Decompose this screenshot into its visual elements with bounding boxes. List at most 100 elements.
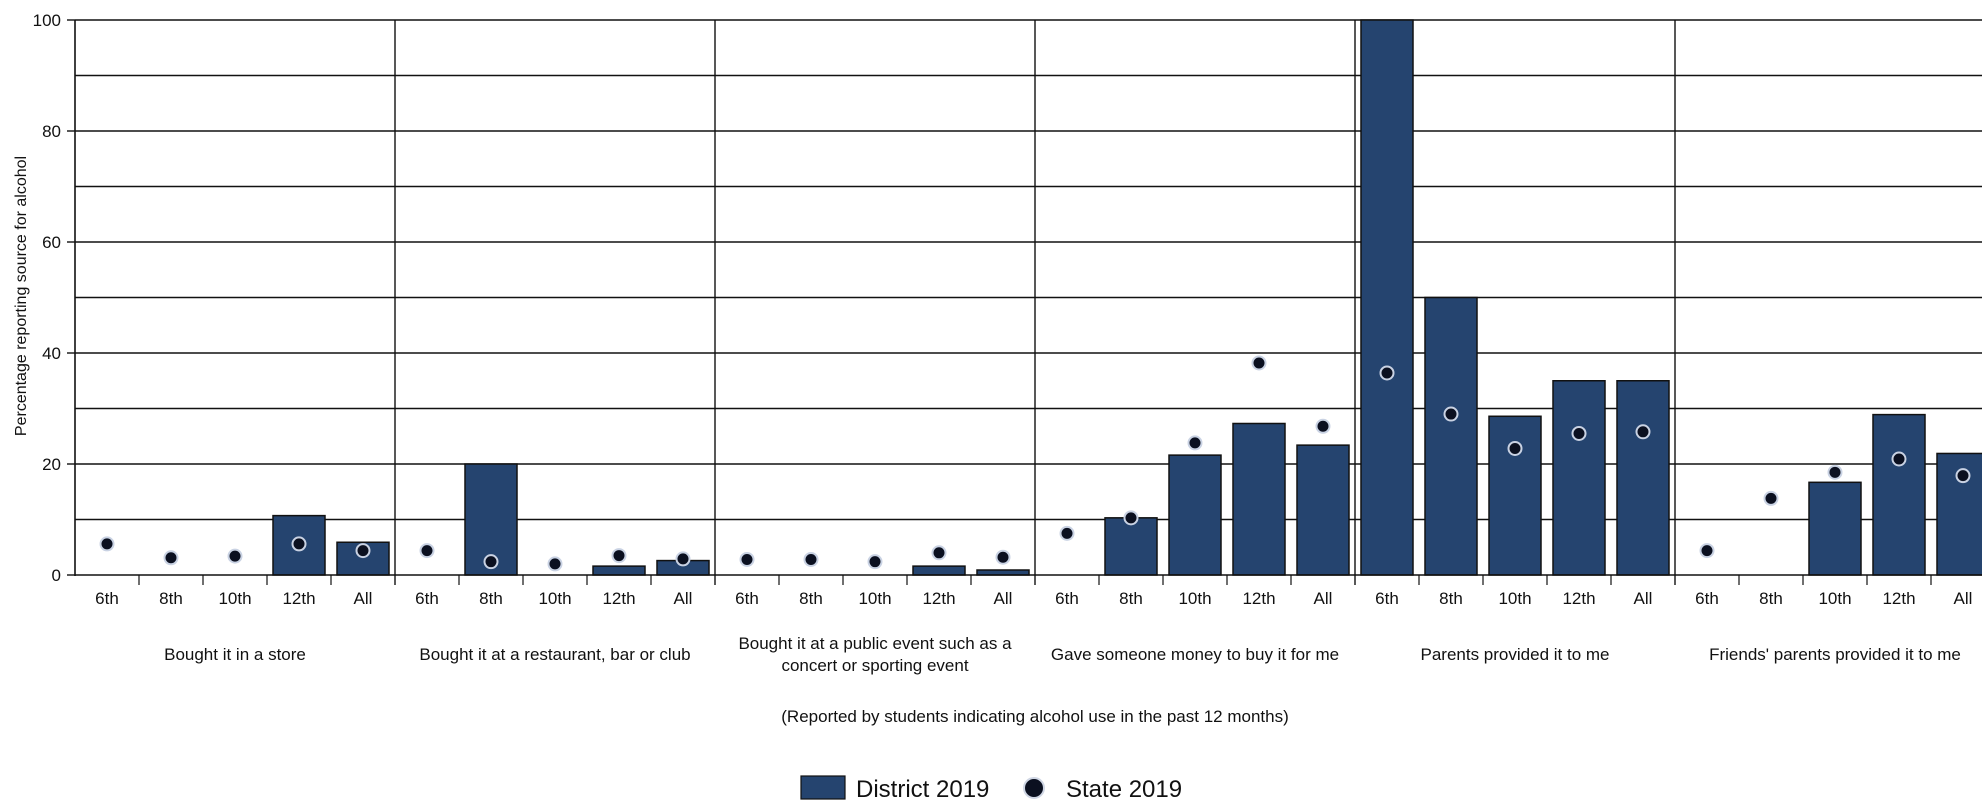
group-label-line: Bought it in a store <box>164 645 306 664</box>
dot-state <box>355 543 371 559</box>
dot-state <box>739 551 755 567</box>
x-tick-label: 12th <box>1882 589 1915 608</box>
x-tick-label: 8th <box>799 589 823 608</box>
bar-layer <box>272 19 1982 576</box>
dot-state <box>1891 451 1907 467</box>
x-tick-label: 6th <box>735 589 759 608</box>
dot-state <box>1699 543 1715 559</box>
dot-state <box>1315 418 1331 434</box>
x-tick-label: All <box>1314 589 1333 608</box>
dot-state <box>675 551 691 567</box>
x-tick-label: 6th <box>1695 589 1719 608</box>
group-label-line: Friends' parents provided it to me <box>1709 645 1961 664</box>
x-tick-label: 6th <box>415 589 439 608</box>
group-label-line: Bought it at a public event such as a <box>738 634 1012 653</box>
y-axis-title: Percentage reporting source for alcohol <box>13 156 30 436</box>
dot-layer <box>99 355 1971 572</box>
bar-district <box>1360 19 1414 576</box>
group-label: Bought it at a public event such as a con… <box>738 634 1012 675</box>
bar-district <box>1488 415 1542 576</box>
dot-state <box>867 554 883 570</box>
dot-state <box>1251 355 1267 371</box>
dot-state <box>547 556 563 572</box>
x-tick-label: 10th <box>1178 589 1211 608</box>
group-label-line: Bought it at a restaurant, bar or club <box>419 645 690 664</box>
y-tick-label: 80 <box>42 122 61 141</box>
dot-state <box>1507 440 1523 456</box>
group-label: Friends' parents provided it to me <box>1709 645 1961 664</box>
x-tick-label: 12th <box>1562 589 1595 608</box>
x-tick-label: 8th <box>1119 589 1143 608</box>
bar-district <box>1616 380 1670 576</box>
group-label: Bought it in a store <box>164 645 306 664</box>
dot-state <box>1827 464 1843 480</box>
group-label-line: concert or sporting event <box>781 656 968 675</box>
dot-state <box>1123 510 1139 526</box>
x-tick-label: 8th <box>159 589 183 608</box>
x-tick-label: All <box>1954 589 1973 608</box>
x-tick-label: 10th <box>218 589 251 608</box>
x-tick-label: 12th <box>1242 589 1275 608</box>
group-label-line: Gave someone money to buy it for me <box>1051 645 1339 664</box>
bar-district <box>1168 454 1222 576</box>
x-tick-label: All <box>674 589 693 608</box>
bar-district <box>1552 380 1606 576</box>
y-tick-label: 0 <box>52 566 61 585</box>
bar-district <box>592 565 646 576</box>
dot-state <box>483 554 499 570</box>
y-tick-label: 40 <box>42 344 61 363</box>
y-tick-label: 20 <box>42 455 61 474</box>
x-tick-label: 12th <box>602 589 635 608</box>
bar-district <box>912 565 966 576</box>
x-tick-label: 12th <box>922 589 955 608</box>
dot-state <box>163 550 179 566</box>
x-tick-label: All <box>994 589 1013 608</box>
bar-district <box>1872 413 1926 576</box>
legend-label-state: State 2019 <box>1066 776 1182 802</box>
group-label: Parents provided it to me <box>1421 645 1610 664</box>
x-tick-label: 6th <box>1375 589 1399 608</box>
legend-swatch-district <box>800 775 846 800</box>
x-tick-label: 8th <box>479 589 503 608</box>
bar-district <box>1104 517 1158 576</box>
dot-state <box>1571 425 1587 441</box>
dot-state <box>931 545 947 561</box>
dot-state <box>995 549 1011 565</box>
axis-layer: 0 20 40 60 80 100 6th 8th 10th 12th All Bought it i… <box>33 11 1982 675</box>
bar-district <box>1232 422 1286 576</box>
legend-dot-state <box>1023 777 1045 799</box>
group-label: Bought it at a restaurant, bar or club <box>419 645 690 664</box>
dot-state <box>419 543 435 559</box>
bar-district <box>1808 481 1862 576</box>
dot-state <box>291 536 307 552</box>
x-tick-label: 10th <box>1498 589 1531 608</box>
dot-state <box>803 551 819 567</box>
dot-state <box>1955 468 1971 484</box>
x-tick-label: 8th <box>1759 589 1783 608</box>
x-tick-label: 6th <box>95 589 119 608</box>
y-tick-label: 60 <box>42 233 61 252</box>
dot-state <box>1187 435 1203 451</box>
x-tick-label: 8th <box>1439 589 1463 608</box>
dot-state <box>1059 525 1075 541</box>
x-tick-label: 10th <box>1818 589 1851 608</box>
y-tick-label: 100 <box>33 11 61 30</box>
dot-state <box>227 548 243 564</box>
bar-district <box>1424 296 1478 576</box>
x-tick-label: All <box>354 589 373 608</box>
legend: District 2019 State 2019 <box>800 775 1182 803</box>
dot-state <box>1635 424 1651 440</box>
x-tick-label: 10th <box>858 589 891 608</box>
x-axis-note: (Reported by students indicating alcohol… <box>781 707 1288 726</box>
x-tick-label: 10th <box>538 589 571 608</box>
dot-state <box>611 548 627 564</box>
dot-state <box>1763 490 1779 506</box>
dot-state <box>1443 406 1459 422</box>
x-tick-label: 12th <box>282 589 315 608</box>
dot-state <box>1379 365 1395 381</box>
x-tick-label: 6th <box>1055 589 1079 608</box>
legend-label-district: District 2019 <box>856 776 989 802</box>
grid-layer <box>75 19 1982 585</box>
